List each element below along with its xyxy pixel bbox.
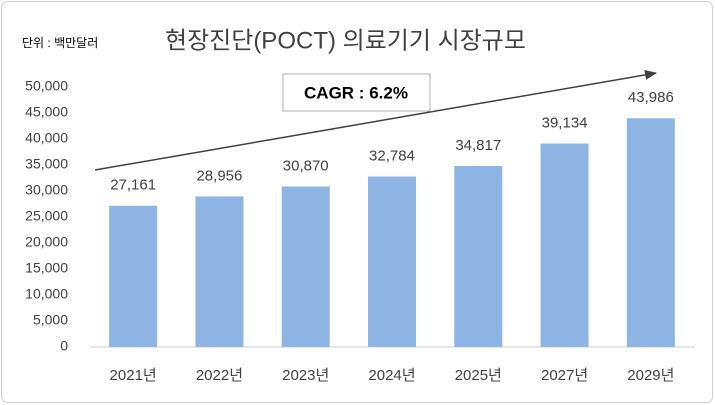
x-tick-label: 2024년 <box>368 367 415 384</box>
y-tick-label: 35,000 <box>25 156 68 172</box>
value-label: 39,134 <box>542 114 588 131</box>
x-tick-label: 2022년 <box>196 367 243 384</box>
y-tick-label: 5,000 <box>33 312 68 328</box>
chart-title: 현장진단(POCT) 의료기기 시장규모 <box>165 27 526 54</box>
x-tick-label: 2029년 <box>627 367 674 384</box>
y-tick-label: 30,000 <box>25 182 68 198</box>
y-tick-label: 10,000 <box>25 286 68 302</box>
bar <box>626 118 675 347</box>
y-tick-label: 0 <box>60 338 68 354</box>
bar <box>195 196 244 347</box>
y-tick-label: 45,000 <box>25 104 68 120</box>
bar <box>281 186 330 347</box>
unit-label: 단위 : 백만달러 <box>22 36 98 50</box>
y-tick-label: 50,000 <box>25 78 68 94</box>
x-tick-label: 2025년 <box>455 367 502 384</box>
trend-arrow <box>94 69 657 171</box>
y-tick-label: 40,000 <box>25 130 68 146</box>
x-tick-label: 2027년 <box>541 367 588 384</box>
value-label: 34,817 <box>455 137 501 154</box>
value-label: 27,161 <box>110 177 156 194</box>
annotation-box <box>282 73 431 112</box>
bar <box>540 143 589 347</box>
bar <box>368 176 416 347</box>
y-tick-label: 15,000 <box>25 260 68 276</box>
annotation: CAGR : 6.2% <box>304 83 408 102</box>
x-tick-label: 2023년 <box>282 367 329 384</box>
value-label: 28,956 <box>196 167 242 184</box>
value-label: 30,870 <box>283 157 329 174</box>
value-label: 43,986 <box>628 89 674 106</box>
y-tick-label: 25,000 <box>25 208 68 224</box>
x-tick-label: 2021년 <box>110 367 157 384</box>
bar <box>109 205 158 347</box>
bar <box>454 165 503 347</box>
y-tick-label: 20,000 <box>25 234 68 250</box>
value-label: 32,784 <box>369 147 415 164</box>
